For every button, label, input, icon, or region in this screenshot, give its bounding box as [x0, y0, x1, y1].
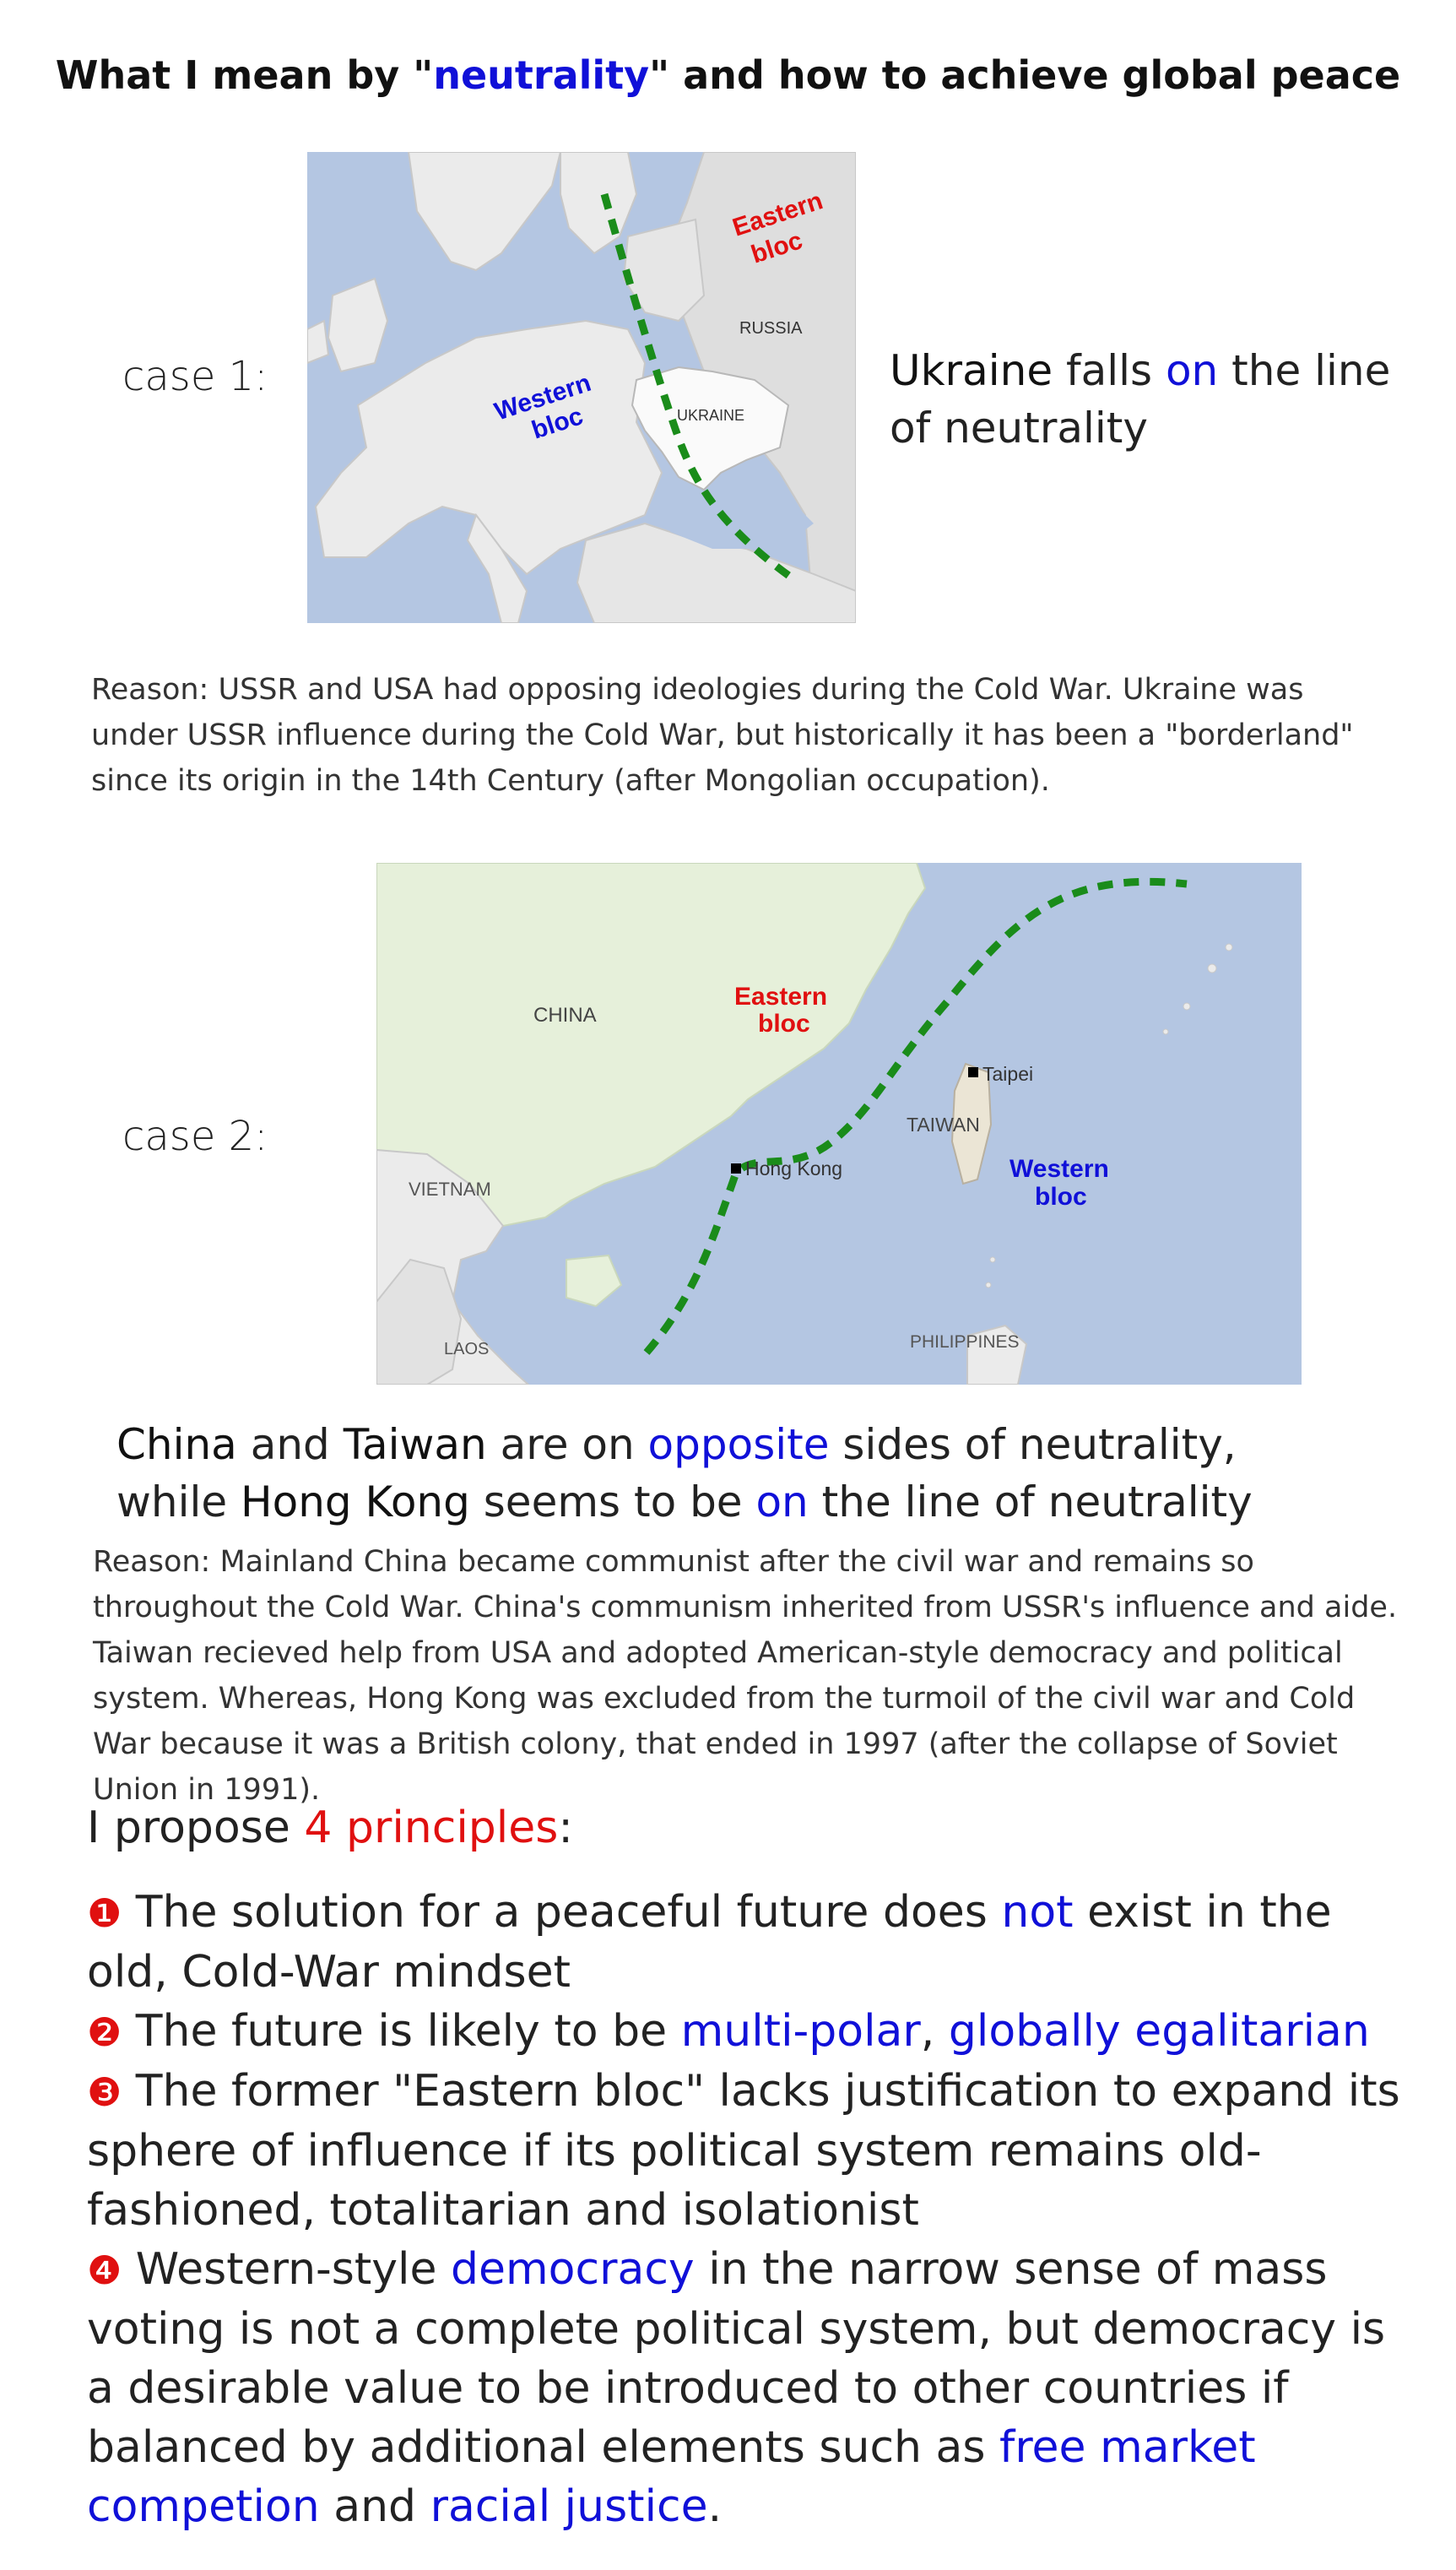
- principle-number: ❶: [87, 1890, 122, 1936]
- east-asia-map: CHINA Eastern bloc Taipei TAIWAN Hong Ko…: [376, 863, 1302, 1385]
- principle-item: ❹ Western-style democracy in the narrow …: [87, 2240, 1404, 2536]
- western-bloc-label: Western: [1009, 1155, 1109, 1183]
- neutrality-line: [600, 192, 795, 582]
- eastern-bloc-label: Eastern: [734, 983, 827, 1011]
- case1-label: case 1:: [122, 353, 268, 400]
- ukraine-label: UKRAINE: [677, 407, 744, 424]
- taiwan-word: Taiwan: [343, 1420, 487, 1469]
- principle-text: and: [319, 2481, 430, 2532]
- principle-item: ❶ The solution for a peaceful future doe…: [87, 1883, 1404, 2002]
- taipei-marker: [968, 1067, 978, 1077]
- philippines-label: PHILIPPINES: [910, 1332, 1020, 1352]
- statement-text-end: the line of neutrality: [808, 1477, 1253, 1526]
- hong-kong-label: Hong Kong: [745, 1158, 842, 1179]
- principle-highlight: racial justice: [430, 2481, 708, 2532]
- principle-highlight: free market competion: [87, 2422, 1256, 2532]
- china-word: China: [116, 1420, 237, 1469]
- proposal-heading: I propose 4 principles:: [87, 1798, 573, 1857]
- taiwan-label: TAIWAN: [907, 1114, 980, 1136]
- principle-item: ❸ The former "Eastern bloc" lacks justif…: [87, 2062, 1404, 2240]
- russia-label: RUSSIA: [739, 319, 803, 338]
- title-text-end: " and how to achieve global peace: [649, 52, 1401, 98]
- principle-text: The former "Eastern bloc" lacks justific…: [87, 2066, 1400, 2236]
- hong-kong-word: Hong Kong: [241, 1477, 470, 1526]
- hong-kong-marker: [731, 1163, 741, 1174]
- statement-text: falls: [1053, 346, 1166, 395]
- taipei-label: Taipei: [982, 1063, 1033, 1085]
- principle-number: ❸: [87, 2069, 122, 2115]
- statement-text: while: [116, 1477, 241, 1526]
- western-bloc-label-line2: bloc: [1035, 1183, 1087, 1211]
- principle-highlight: not: [1001, 1887, 1074, 1938]
- title-highlight: neutrality: [433, 52, 650, 98]
- principle-number: ❹: [87, 2247, 122, 2293]
- principle-number: ❷: [87, 2009, 122, 2055]
- principle-text: .: [707, 2481, 723, 2532]
- principle-text: The future is likely to be: [122, 2006, 681, 2057]
- case1-statement: Ukraine falls on the line of neutrality: [890, 342, 1413, 457]
- principles-list: ❶ The solution for a peaceful future doe…: [87, 1883, 1404, 2536]
- principle-highlight: globally egalitarian: [948, 2006, 1370, 2057]
- principle-text: Western-style: [122, 2244, 452, 2295]
- page-title: What I mean by "neutrality" and how to a…: [0, 52, 1456, 98]
- case2-statement: China and Taiwan are on opposite sides o…: [116, 1416, 1425, 1531]
- opposite-highlight: opposite: [647, 1420, 830, 1469]
- proposal-text: I propose: [87, 1803, 305, 1853]
- statement-text: are on: [486, 1420, 648, 1469]
- europe-map: Eastern bloc RUSSIA UKRAINE Western bloc: [307, 152, 856, 623]
- neutrality-line: [643, 877, 1188, 1355]
- ukraine-word: Ukraine: [890, 346, 1053, 395]
- vietnam-label: VIETNAM: [409, 1179, 491, 1200]
- title-text: What I mean by ": [55, 52, 434, 98]
- principle-text: ,: [920, 2006, 949, 2057]
- laos-label: LAOS: [444, 1340, 489, 1358]
- china-label: CHINA: [533, 1004, 597, 1027]
- principle-highlight: democracy: [451, 2244, 695, 2295]
- principle-text: in the narrow sense of mass voting is no…: [87, 2244, 1386, 2473]
- statement-text: and: [236, 1420, 344, 1469]
- principle-highlight: multi-polar: [680, 2006, 921, 2057]
- statement-text: sides of neutrality,: [829, 1420, 1237, 1469]
- statement-text-end: the line of neutrality: [890, 346, 1391, 453]
- principle-text: The solution for a peaceful future does: [122, 1887, 1002, 1938]
- principle-text: exist in the old, Cold-War mindset: [87, 1887, 1332, 1998]
- proposal-colon: :: [558, 1803, 573, 1853]
- principle-item: ❷ The future is likely to be multi-polar…: [87, 2002, 1404, 2062]
- case1-reason: Reason: USSR and USA had opposing ideolo…: [91, 673, 1354, 798]
- statement-highlight-on: on: [1165, 346, 1219, 395]
- case2-label: case 2:: [122, 1113, 268, 1160]
- on-highlight: on: [755, 1477, 809, 1526]
- statement-text: seems to be: [469, 1477, 756, 1526]
- eastern-bloc-label-line2: bloc: [758, 1010, 810, 1038]
- case2-reason: Reason: Mainland China became communist …: [93, 1545, 1398, 1807]
- principles-count: 4 principles: [304, 1803, 559, 1853]
